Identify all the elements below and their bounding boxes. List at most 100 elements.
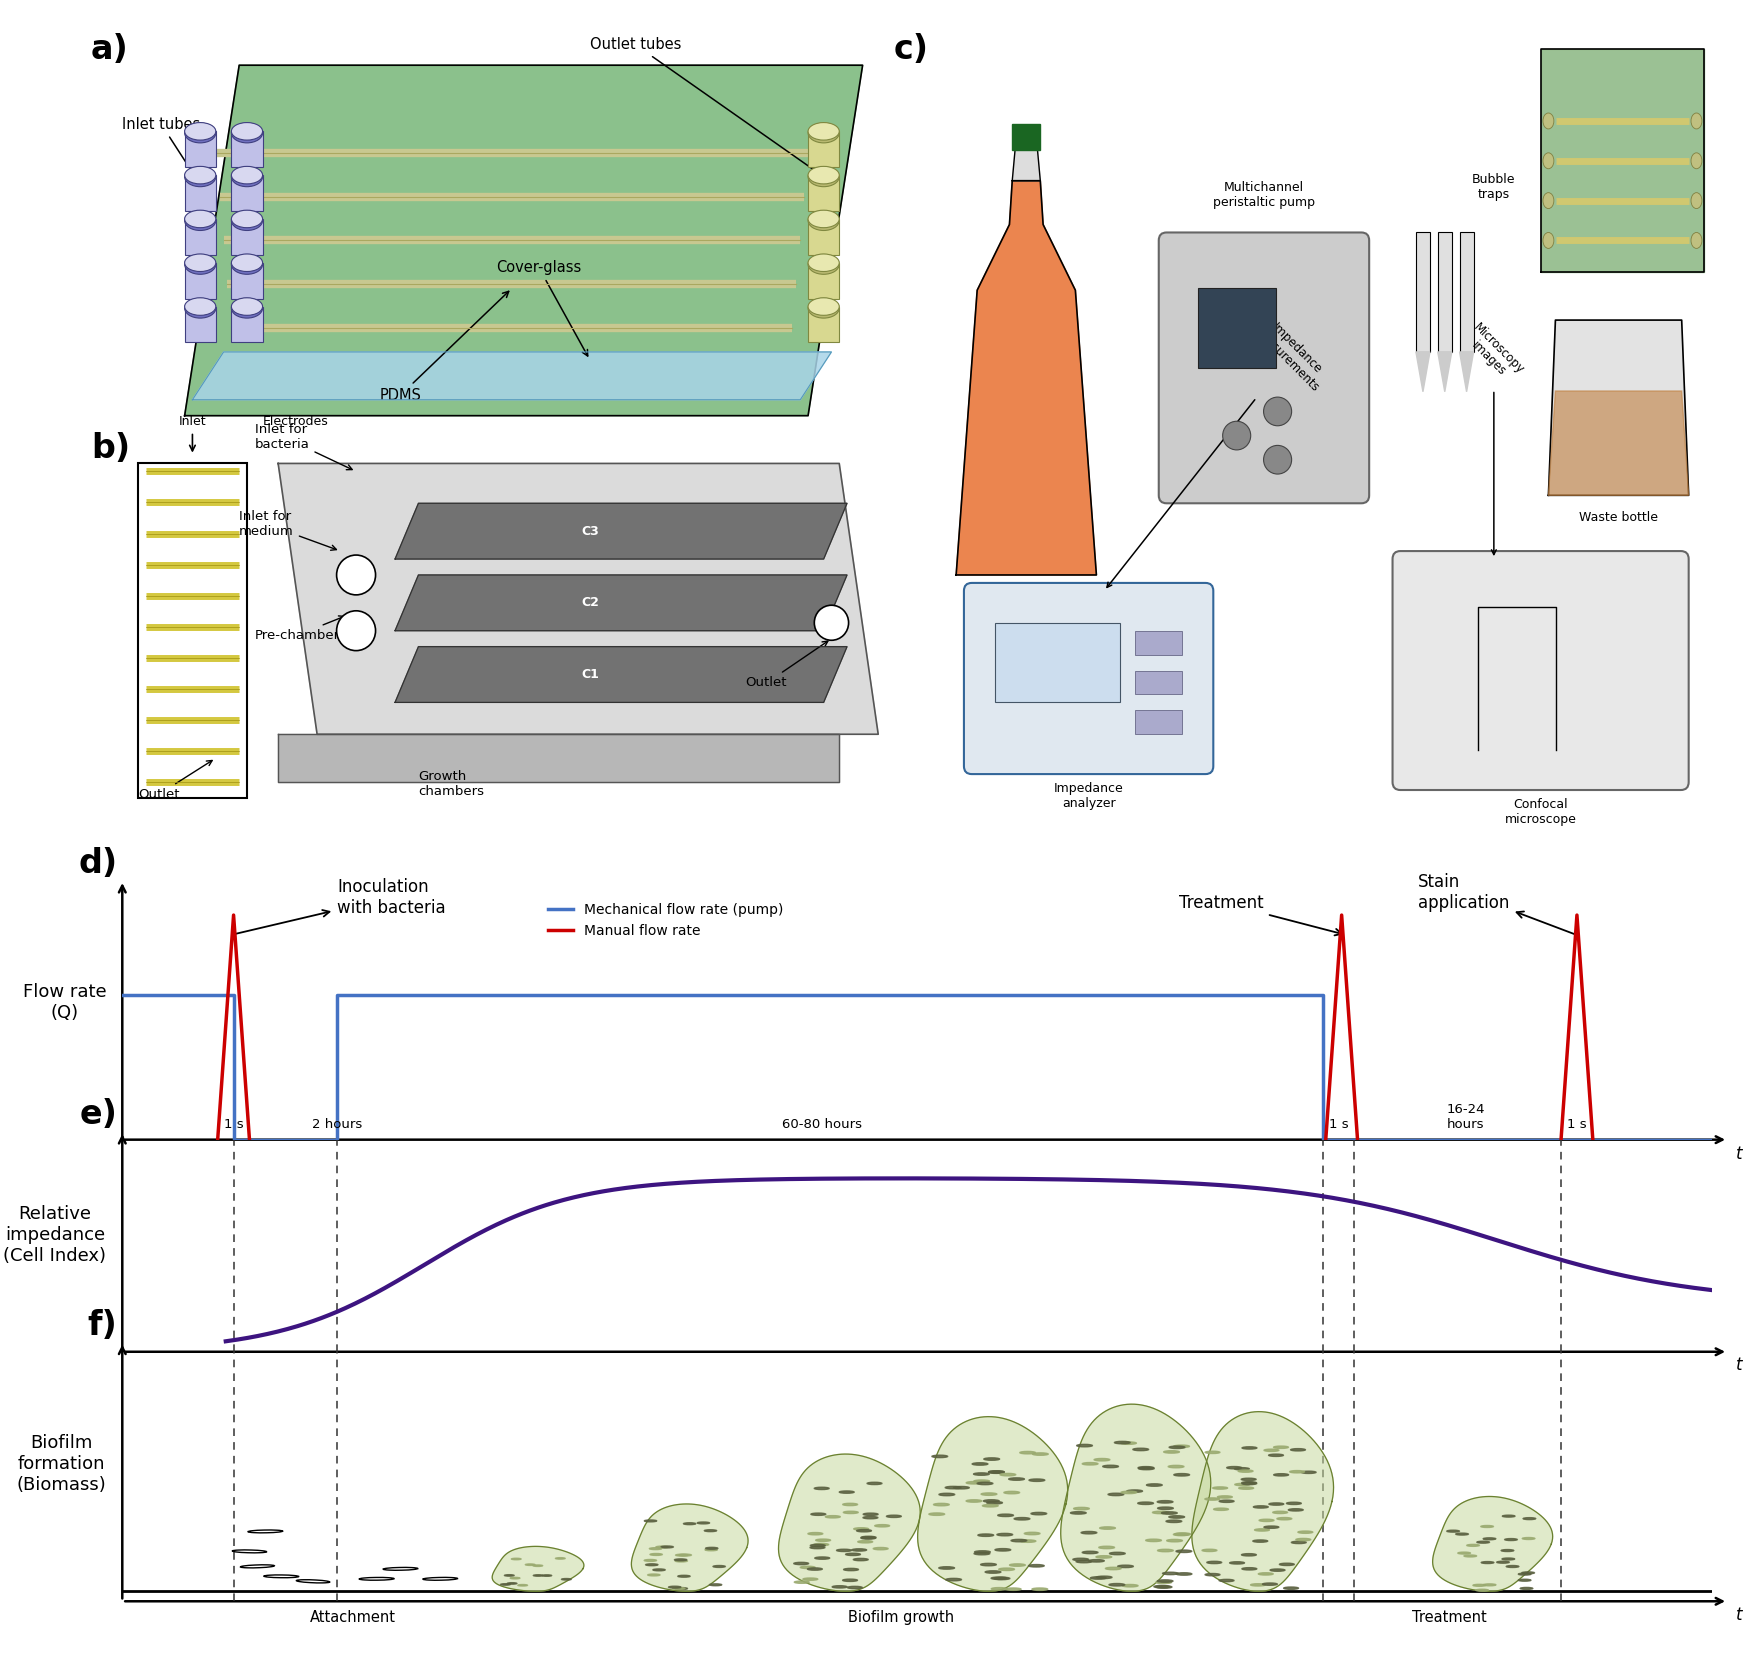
Circle shape — [989, 1471, 1005, 1473]
Circle shape — [1097, 1576, 1113, 1578]
Circle shape — [814, 1488, 830, 1490]
Polygon shape — [1191, 1411, 1333, 1591]
Circle shape — [1158, 1550, 1174, 1551]
Circle shape — [1102, 1465, 1118, 1468]
Circle shape — [1481, 1561, 1494, 1563]
Circle shape — [1158, 1506, 1174, 1510]
FancyBboxPatch shape — [1392, 550, 1689, 791]
Circle shape — [1174, 1473, 1190, 1476]
Circle shape — [807, 1533, 823, 1535]
Circle shape — [1020, 1540, 1036, 1543]
Circle shape — [1118, 1565, 1134, 1568]
Circle shape — [1457, 1553, 1471, 1555]
Circle shape — [853, 1558, 868, 1561]
Circle shape — [1289, 1471, 1305, 1473]
Circle shape — [1218, 1496, 1232, 1498]
Circle shape — [1032, 1453, 1048, 1454]
Circle shape — [1223, 422, 1251, 450]
Text: Microscopy
images: Microscopy images — [1460, 320, 1527, 554]
Circle shape — [1167, 1540, 1183, 1541]
Text: 60-80 hours: 60-80 hours — [783, 1118, 861, 1131]
Circle shape — [994, 1578, 1010, 1580]
Legend: Mechanical flow rate (pump), Manual flow rate: Mechanical flow rate (pump), Manual flow… — [543, 897, 790, 942]
Text: Stain
application: Stain application — [1419, 872, 1574, 934]
Circle shape — [1251, 1583, 1265, 1586]
Ellipse shape — [1543, 193, 1553, 208]
Circle shape — [1455, 1533, 1469, 1535]
Text: C3: C3 — [582, 525, 599, 537]
Polygon shape — [192, 352, 832, 400]
Circle shape — [1288, 1508, 1303, 1511]
Circle shape — [1502, 1515, 1515, 1518]
Circle shape — [1501, 1550, 1513, 1551]
Circle shape — [844, 1511, 858, 1513]
Circle shape — [709, 1585, 722, 1586]
Circle shape — [1032, 1588, 1048, 1590]
Circle shape — [1162, 1573, 1177, 1575]
Circle shape — [861, 1536, 875, 1540]
Circle shape — [1127, 1490, 1143, 1493]
Circle shape — [1226, 1466, 1242, 1470]
Circle shape — [1157, 1581, 1172, 1583]
Circle shape — [985, 1571, 1001, 1573]
Ellipse shape — [1543, 232, 1553, 249]
Polygon shape — [1548, 320, 1689, 495]
Polygon shape — [1433, 1496, 1553, 1591]
Circle shape — [1291, 1541, 1307, 1543]
Circle shape — [1157, 1586, 1172, 1588]
Ellipse shape — [185, 299, 217, 319]
Circle shape — [1157, 1580, 1172, 1583]
Circle shape — [1253, 1506, 1268, 1508]
Circle shape — [938, 1493, 954, 1496]
Bar — [809, 132, 839, 167]
Circle shape — [954, 1486, 970, 1490]
Ellipse shape — [231, 167, 262, 187]
Circle shape — [1073, 1558, 1088, 1561]
Circle shape — [1481, 1526, 1494, 1528]
Ellipse shape — [809, 255, 839, 274]
Circle shape — [1169, 1466, 1184, 1468]
Circle shape — [650, 1548, 662, 1550]
Circle shape — [337, 610, 376, 651]
Circle shape — [674, 1560, 687, 1561]
Circle shape — [842, 1503, 858, 1506]
Circle shape — [1132, 1448, 1148, 1451]
Circle shape — [706, 1550, 718, 1551]
Circle shape — [998, 1533, 1013, 1536]
Ellipse shape — [231, 254, 262, 272]
Circle shape — [1242, 1483, 1256, 1485]
Ellipse shape — [1543, 153, 1553, 168]
Circle shape — [1081, 1531, 1097, 1535]
Circle shape — [673, 1588, 685, 1590]
Circle shape — [713, 1566, 725, 1568]
Circle shape — [846, 1553, 861, 1556]
Circle shape — [1291, 1448, 1305, 1451]
Circle shape — [1219, 1500, 1233, 1503]
Circle shape — [999, 1568, 1015, 1571]
Bar — [809, 219, 839, 255]
Polygon shape — [395, 647, 847, 702]
Text: Biofilm growth: Biofilm growth — [849, 1610, 954, 1625]
Circle shape — [1169, 1516, 1184, 1518]
Circle shape — [1205, 1498, 1219, 1500]
Bar — [809, 307, 839, 342]
Circle shape — [839, 1491, 854, 1493]
Text: Treatment: Treatment — [1179, 894, 1342, 936]
Text: Confocal
microscope: Confocal microscope — [1504, 797, 1576, 826]
Polygon shape — [631, 1505, 748, 1591]
Circle shape — [678, 1575, 690, 1578]
Text: c): c) — [894, 33, 929, 67]
Text: Outlet tubes: Outlet tubes — [590, 37, 819, 173]
Circle shape — [1235, 1468, 1249, 1470]
Circle shape — [1219, 1580, 1233, 1581]
Circle shape — [837, 1550, 851, 1551]
Circle shape — [929, 1513, 945, 1516]
FancyBboxPatch shape — [1158, 232, 1370, 504]
Circle shape — [998, 1515, 1013, 1516]
Polygon shape — [395, 575, 847, 631]
Polygon shape — [1415, 352, 1431, 392]
Circle shape — [977, 1483, 992, 1485]
Ellipse shape — [809, 167, 839, 183]
Circle shape — [1088, 1560, 1104, 1561]
Text: Inlet tubes: Inlet tubes — [122, 117, 213, 205]
